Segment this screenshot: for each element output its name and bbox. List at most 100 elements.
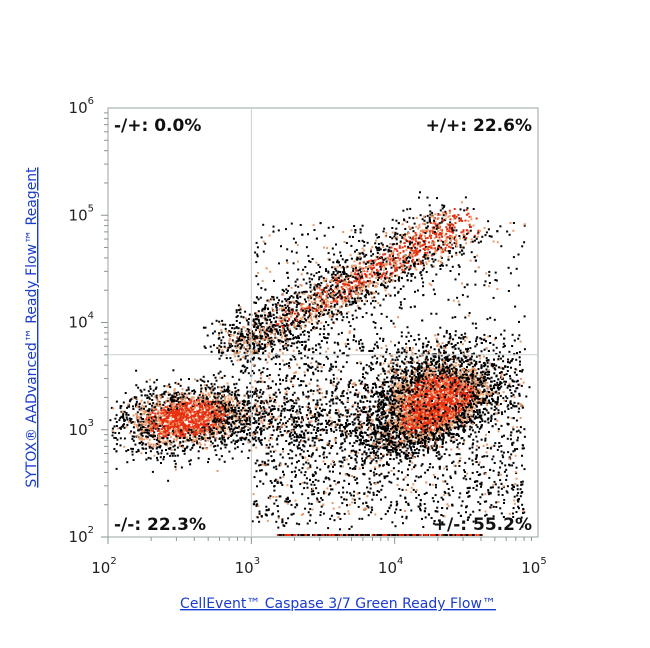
data-point	[215, 379, 218, 382]
data-point	[168, 420, 171, 423]
data-point	[210, 382, 213, 385]
data-point	[162, 412, 165, 415]
data-point	[217, 407, 220, 410]
data-point	[205, 397, 208, 400]
data-point	[268, 394, 271, 397]
data-point	[145, 380, 148, 383]
data-point	[186, 445, 189, 448]
data-point	[189, 416, 192, 418]
data-point	[391, 417, 394, 419]
data-point	[119, 444, 122, 447]
data-point	[110, 406, 113, 409]
data-point	[241, 400, 244, 403]
data-point	[172, 406, 175, 409]
data-point	[149, 421, 152, 424]
data-point	[219, 415, 222, 418]
data-point	[192, 417, 194, 420]
data-point	[518, 363, 521, 366]
data-point	[164, 431, 167, 434]
data-point	[179, 396, 182, 399]
data-point	[380, 472, 383, 475]
data-point	[183, 400, 186, 403]
data-point	[253, 393, 256, 396]
data-point	[150, 429, 153, 432]
data-point	[205, 407, 208, 410]
data-point	[216, 426, 219, 429]
data-point	[132, 459, 135, 461]
data-point	[131, 435, 134, 438]
data-point	[194, 415, 197, 417]
data-point	[192, 436, 195, 439]
data-point	[257, 419, 260, 422]
data-point	[184, 403, 187, 406]
data-point	[203, 396, 206, 399]
data-point	[164, 426, 167, 429]
data-point	[195, 404, 198, 407]
data-point	[210, 391, 213, 394]
data-point	[112, 407, 115, 410]
data-point	[138, 436, 141, 439]
data-point	[153, 454, 156, 457]
data-point	[144, 424, 147, 426]
data-point	[149, 387, 152, 390]
data-point	[461, 362, 463, 365]
data-point	[178, 420, 181, 423]
data-point	[192, 411, 195, 414]
data-point	[183, 436, 186, 439]
data-point	[189, 459, 192, 462]
data-point	[158, 420, 161, 423]
data-point	[119, 407, 122, 410]
data-point	[142, 431, 145, 434]
data-point	[178, 437, 181, 439]
data-point	[198, 419, 201, 422]
data-point	[498, 384, 500, 386]
data-point	[175, 398, 178, 401]
data-point	[268, 406, 271, 409]
data-point	[113, 448, 116, 450]
data-point	[198, 437, 201, 440]
data-point	[207, 417, 210, 420]
data-point	[180, 445, 183, 448]
data-point	[236, 404, 239, 407]
data-point	[226, 406, 228, 409]
data-point	[123, 423, 125, 426]
data-point	[152, 427, 155, 430]
data-point	[207, 414, 210, 416]
data-point	[148, 443, 151, 446]
data-point	[153, 424, 155, 427]
data-point	[171, 454, 174, 457]
data-point	[204, 388, 207, 391]
data-point	[126, 418, 129, 421]
data-point	[417, 452, 420, 455]
data-point	[195, 438, 198, 441]
data-point	[493, 380, 496, 382]
data-point	[206, 419, 209, 422]
data-point	[132, 426, 135, 429]
data-point	[182, 421, 185, 424]
data-point	[196, 400, 198, 403]
data-point	[171, 429, 174, 432]
data-point	[186, 424, 189, 427]
data-point	[181, 444, 184, 447]
data-point	[485, 357, 488, 360]
data-point	[189, 402, 192, 404]
data-point	[188, 460, 191, 463]
data-point	[490, 417, 493, 420]
data-point	[144, 405, 147, 408]
data-point	[175, 435, 178, 438]
data-point	[190, 400, 193, 403]
data-point	[163, 401, 166, 404]
data-point	[407, 468, 409, 471]
data-point	[157, 438, 160, 441]
data-point	[204, 436, 207, 439]
data-point	[180, 413, 183, 416]
data-point	[181, 430, 184, 432]
data-point	[214, 423, 217, 426]
data-point	[163, 410, 166, 413]
data-point	[192, 405, 195, 408]
data-point	[160, 430, 163, 433]
data-point	[240, 420, 243, 423]
data-point	[461, 294, 464, 297]
data-point	[140, 407, 143, 410]
data-point	[220, 420, 223, 423]
